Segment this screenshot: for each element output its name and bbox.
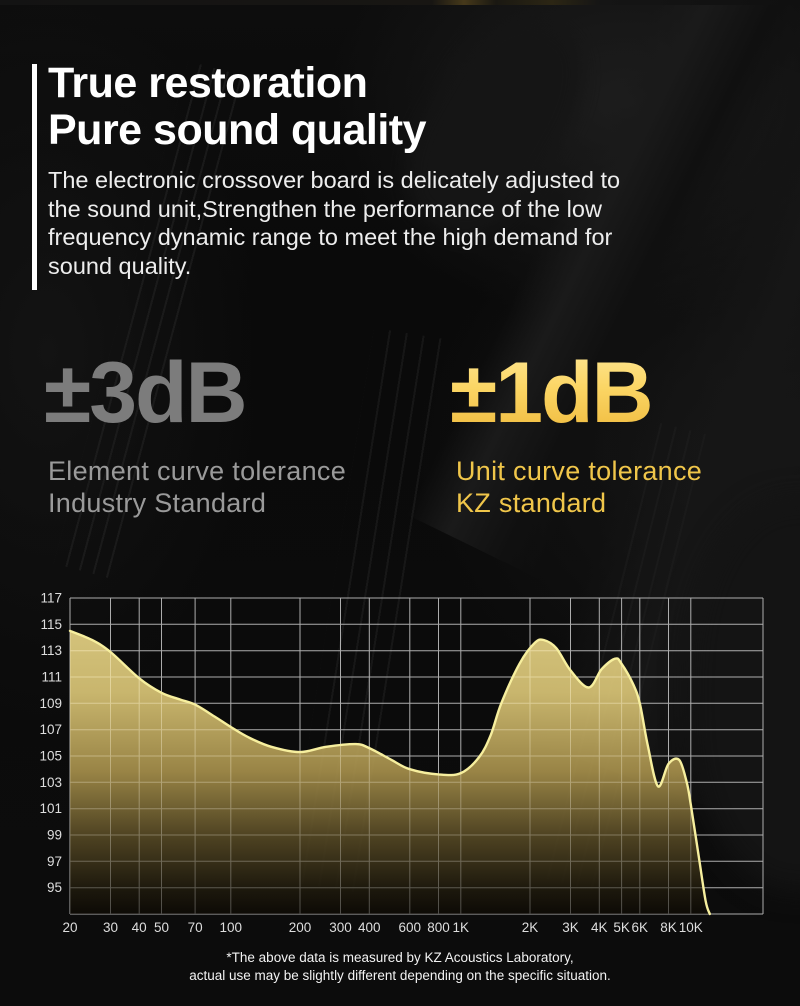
kz-tolerance-label: Unit curve tolerance KZ standard bbox=[456, 456, 703, 518]
title-accent-bar bbox=[32, 64, 37, 290]
footnote: *The above data is measured by KZ Acoust… bbox=[189, 950, 611, 983]
page-title: True restoration Pure sound quality bbox=[48, 59, 427, 154]
intro-paragraph: The electronic crossover board is delica… bbox=[48, 167, 621, 279]
top-edge-strip bbox=[0, 0, 800, 5]
industry-tolerance-label: Element curve tolerance Industry Standar… bbox=[48, 456, 347, 518]
industry-tolerance-value: ±3dB bbox=[44, 345, 248, 441]
kz-tolerance-value: ±1dB bbox=[450, 345, 654, 441]
